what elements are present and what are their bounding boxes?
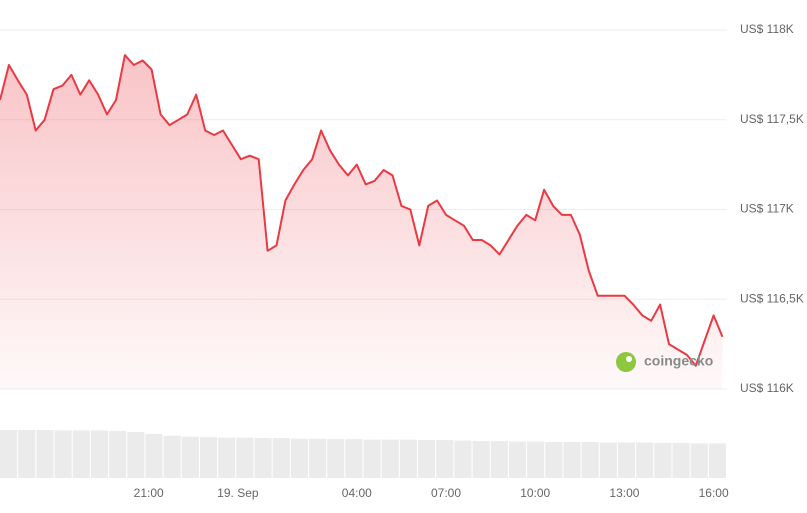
volume-bar — [236, 437, 254, 478]
x-tick-label: 04:00 — [342, 486, 372, 500]
x-tick-label: 21:00 — [134, 486, 164, 500]
volume-bar — [181, 436, 199, 478]
volume-bar — [690, 443, 708, 478]
volume-bar — [708, 443, 726, 478]
volume-bar — [163, 435, 181, 478]
volume-bar — [90, 430, 109, 478]
volume-bar — [508, 441, 527, 478]
volume-bar — [290, 438, 308, 478]
volume-bar — [345, 439, 363, 478]
volume-bar — [472, 441, 490, 478]
y-tick-label: US$ 118K — [740, 22, 794, 36]
volume-bar — [308, 438, 327, 478]
volume-bar — [436, 440, 454, 478]
volume-bar — [54, 430, 72, 478]
volume-bar — [581, 442, 599, 478]
volume-bar — [454, 440, 472, 478]
volume-bar — [218, 437, 236, 478]
volume-bar — [654, 442, 672, 478]
volume-bar — [145, 433, 163, 478]
volume-bar — [599, 442, 617, 478]
watermark: coingecko — [616, 352, 713, 372]
volume-bar — [418, 440, 436, 478]
volume-bar — [563, 442, 581, 478]
volume-bar — [527, 441, 545, 478]
volume-bar — [0, 430, 18, 478]
volume-bar — [199, 437, 218, 478]
y-tick-label: US$ 116,5K — [740, 291, 804, 305]
x-tick-label: 19. Sep — [217, 486, 259, 500]
x-tick-label: 16:00 — [699, 486, 729, 500]
volume-bar — [18, 430, 36, 478]
price-area — [0, 55, 723, 389]
volume-bar — [545, 442, 563, 478]
y-tick-label: US$ 116K — [740, 381, 794, 395]
x-tick-label: 07:00 — [431, 486, 461, 500]
x-tick-label: 13:00 — [609, 486, 639, 500]
volume-bar — [272, 438, 290, 478]
volume-bar — [636, 442, 654, 478]
volume-bar — [72, 430, 90, 478]
volume-bar — [327, 439, 345, 478]
volume-bar — [127, 431, 145, 478]
volume-bar — [617, 442, 636, 478]
y-tick-label: US$ 117K — [740, 202, 794, 216]
volume-bar — [363, 439, 381, 478]
y-tick-label: US$ 117,5K — [740, 112, 804, 126]
watermark-text: coingecko — [644, 353, 713, 369]
x-tick-label: 10:00 — [520, 486, 550, 500]
volume-bar — [109, 430, 127, 478]
volume-bar — [399, 439, 418, 478]
volume-bar — [254, 438, 272, 478]
price-line — [0, 54, 724, 367]
volume-bar — [381, 439, 399, 478]
volume-bar — [490, 441, 508, 478]
volume-bar — [36, 430, 54, 478]
volume-bar — [672, 442, 690, 478]
